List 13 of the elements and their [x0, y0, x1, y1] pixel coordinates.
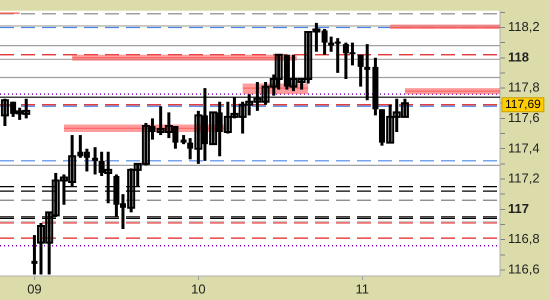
y-tick-label: 117,8 [508, 80, 540, 95]
ref-line-label: 117,69 [505, 97, 542, 112]
y-tick-label: 117,6 [508, 110, 540, 125]
x-tick-label: 10 [191, 281, 206, 296]
y-tick-label: 117,2 [508, 170, 540, 186]
y-tick-label: 117,4 [508, 140, 540, 156]
y-tick-label: 117 [508, 200, 529, 216]
y-tick-label: 116,8 [508, 231, 540, 246]
y-tick-label: 116,6 [508, 262, 540, 277]
y-tick-label: 118 [508, 49, 529, 64]
x-tick-label: 09 [27, 281, 42, 296]
y-tick-label: 118,2 [508, 19, 540, 34]
x-tick-label: 11 [356, 281, 370, 296]
